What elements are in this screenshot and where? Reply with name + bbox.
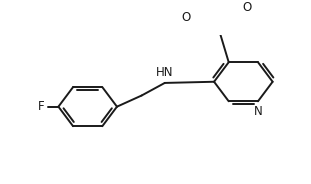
Text: O: O	[181, 11, 190, 24]
Text: O: O	[243, 1, 252, 14]
Text: N: N	[253, 105, 262, 118]
Text: F: F	[38, 100, 44, 113]
Text: HN: HN	[156, 66, 174, 79]
